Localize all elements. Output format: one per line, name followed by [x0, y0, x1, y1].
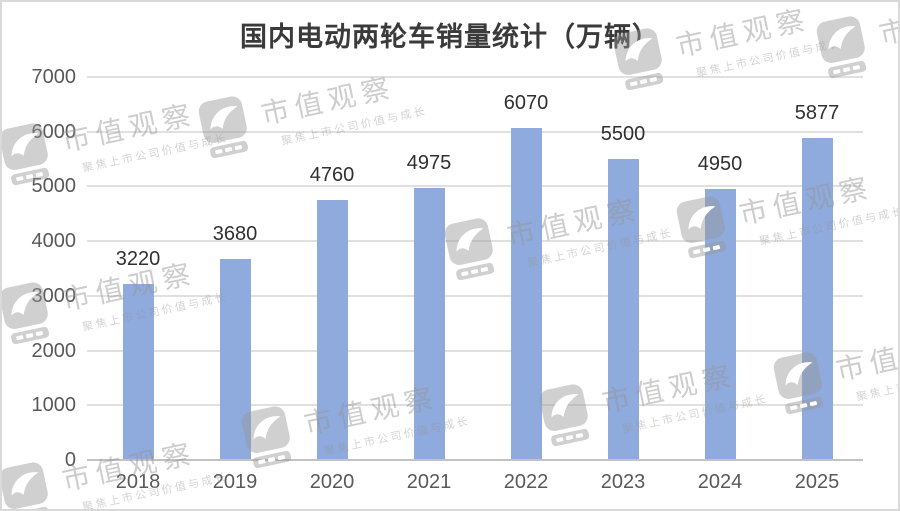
x-axis-line [87, 459, 863, 461]
bar [219, 258, 251, 460]
watermark: 市值观察聚焦上市公司价值与成长 [440, 177, 675, 289]
bar [413, 187, 445, 460]
brand-logo-icon [440, 214, 503, 290]
bar-value-label: 4760 [309, 163, 355, 186]
gridline [87, 294, 863, 297]
watermark-tagline: 聚焦上市公司价值与成长 [526, 227, 675, 270]
x-axis-tick-label: 2018 [115, 471, 161, 493]
y-axis-tick-label: 1000 [31, 394, 77, 417]
bar [607, 159, 639, 460]
y-axis-tick-label: 0 [64, 449, 76, 471]
bar [704, 189, 736, 460]
x-axis-tick-label: 2024 [697, 471, 743, 493]
gridline [87, 76, 863, 78]
y-axis-tick-label: 4000 [31, 230, 77, 253]
bar [122, 283, 154, 460]
watermark-tagline: 聚焦上市公司价值与成长 [621, 393, 770, 436]
y-axis-tick-label: 5000 [31, 175, 77, 198]
x-axis-tick-label: 2022 [503, 471, 549, 493]
bar-value-label: 5500 [600, 123, 646, 146]
y-axis-tick-label: 7000 [31, 66, 77, 88]
bar-value-label: 3220 [115, 247, 161, 270]
watermark-tagline: 聚焦上市公司价值与成长 [280, 105, 429, 148]
x-axis-tick-label: 2021 [406, 471, 452, 493]
bar [801, 138, 833, 460]
bar-value-label: 3680 [212, 222, 258, 245]
gridline [87, 349, 863, 352]
watermark-tagline: 聚焦上市公司价值与成长 [855, 361, 900, 404]
chart-title: 国内电动两轮车销量统计（万辆） [240, 22, 660, 52]
watermark-tagline: 聚焦上市公司价值与成长 [81, 132, 230, 175]
x-axis-tick-label: 2025 [794, 471, 840, 493]
y-axis-tick-label: 6000 [31, 120, 77, 143]
y-axis-tick-label: 2000 [31, 339, 77, 362]
bar-value-label: 5877 [794, 102, 840, 125]
watermark-brand-text: 市值观察 [59, 98, 199, 158]
y-axis-tick-label: 3000 [31, 284, 77, 307]
gridline [87, 185, 863, 188]
brand-logo-icon [535, 380, 598, 456]
bar-value-label: 6070 [503, 91, 549, 114]
bar-value-label: 4975 [406, 151, 452, 174]
x-axis-tick-label: 2020 [309, 471, 355, 493]
watermark: 市值观察聚焦上市公司价值与成长 [769, 311, 900, 423]
x-axis-tick-label: 2019 [212, 471, 258, 493]
x-axis-tick-label: 2023 [600, 471, 646, 493]
watermark-brand-text: 市值观察 [833, 327, 900, 387]
watermark-brand-text: 市值观察 [258, 71, 398, 131]
bar [510, 127, 542, 460]
bar-value-label: 4950 [697, 153, 743, 176]
gridline [87, 130, 863, 133]
gridline [87, 404, 863, 407]
bar [316, 199, 348, 460]
